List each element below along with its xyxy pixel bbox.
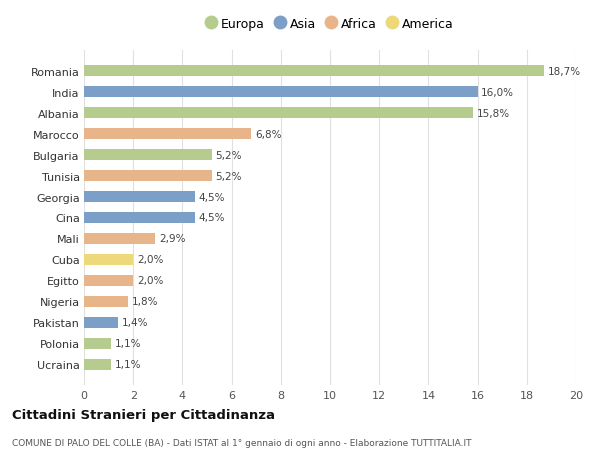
Legend: Europa, Asia, Africa, America: Europa, Asia, Africa, America — [201, 13, 459, 36]
Text: 1,4%: 1,4% — [122, 318, 149, 328]
Bar — [84, 191, 195, 203]
Text: 2,0%: 2,0% — [137, 255, 163, 265]
Text: Cittadini Stranieri per Cittadinanza: Cittadini Stranieri per Cittadinanza — [12, 408, 275, 421]
Text: 6,8%: 6,8% — [255, 129, 281, 139]
Text: 1,1%: 1,1% — [115, 339, 141, 349]
Text: 4,5%: 4,5% — [199, 192, 225, 202]
Bar — [84, 275, 133, 286]
Bar — [84, 129, 251, 140]
Bar — [84, 212, 195, 224]
Text: 16,0%: 16,0% — [481, 87, 514, 97]
Text: 2,9%: 2,9% — [159, 234, 185, 244]
Text: 1,8%: 1,8% — [132, 297, 158, 307]
Bar — [84, 359, 111, 370]
Text: 5,2%: 5,2% — [215, 150, 242, 160]
Bar — [84, 317, 118, 329]
Text: 15,8%: 15,8% — [476, 108, 509, 118]
Bar — [84, 296, 128, 308]
Text: 18,7%: 18,7% — [548, 67, 581, 77]
Text: COMUNE DI PALO DEL COLLE (BA) - Dati ISTAT al 1° gennaio di ogni anno - Elaboraz: COMUNE DI PALO DEL COLLE (BA) - Dati IST… — [12, 438, 472, 447]
Bar — [84, 338, 111, 349]
Bar — [84, 254, 133, 266]
Bar — [84, 233, 155, 245]
Bar — [84, 107, 473, 119]
Bar — [84, 150, 212, 161]
Bar — [84, 66, 544, 77]
Text: 2,0%: 2,0% — [137, 276, 163, 286]
Bar — [84, 170, 212, 182]
Text: 5,2%: 5,2% — [215, 171, 242, 181]
Bar — [84, 87, 478, 98]
Text: 1,1%: 1,1% — [115, 359, 141, 369]
Text: 4,5%: 4,5% — [199, 213, 225, 223]
